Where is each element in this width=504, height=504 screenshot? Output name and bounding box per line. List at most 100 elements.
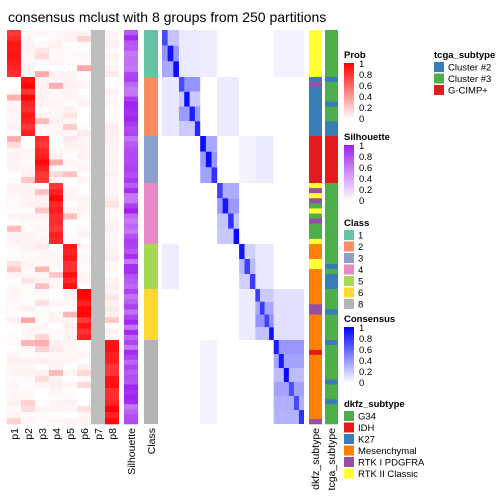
prob-cell bbox=[91, 65, 105, 72]
dkfz-subtype-cell bbox=[309, 218, 322, 224]
silhouette-cell bbox=[124, 86, 138, 93]
prob-cell bbox=[91, 255, 105, 262]
prob-cell bbox=[91, 177, 105, 184]
prob-cell bbox=[105, 106, 119, 113]
prob-cell bbox=[77, 358, 91, 365]
silhouette-cell bbox=[124, 116, 138, 122]
prob-cell bbox=[63, 272, 77, 279]
prob-cell bbox=[21, 100, 35, 107]
prob-cell bbox=[35, 106, 49, 113]
prob-cell bbox=[21, 147, 35, 154]
prob-cell bbox=[7, 207, 21, 214]
prob-cell bbox=[77, 106, 91, 113]
prob-cell bbox=[77, 289, 91, 295]
tcga-subtype-cell bbox=[325, 30, 338, 36]
prob-cell bbox=[49, 207, 63, 214]
silhouette-cell bbox=[124, 167, 138, 173]
prob-cell bbox=[49, 346, 63, 353]
prob-cell bbox=[35, 358, 49, 365]
prob-cell bbox=[7, 352, 21, 359]
prob-cell bbox=[63, 311, 77, 318]
prob-cell bbox=[7, 334, 21, 341]
prob-cell bbox=[49, 358, 63, 365]
prob-cell bbox=[91, 82, 105, 90]
prob-cell bbox=[35, 364, 49, 371]
tcga-subtype-cell bbox=[325, 167, 338, 173]
silhouette-label: Silhouette bbox=[126, 428, 138, 475]
prob-cell bbox=[63, 118, 77, 125]
prob-cell bbox=[91, 201, 105, 208]
prob-cell bbox=[49, 136, 63, 143]
tcga-subtype-legend-title: tcga_subtype bbox=[434, 50, 495, 61]
prob-cell bbox=[105, 382, 119, 389]
prob-cell bbox=[7, 225, 21, 233]
prob-cell bbox=[63, 147, 77, 154]
prob-cell bbox=[91, 219, 105, 226]
prob-cell bbox=[63, 364, 77, 371]
prob-cell bbox=[63, 100, 77, 107]
prob-cell bbox=[63, 141, 77, 149]
prob-cell bbox=[77, 244, 91, 250]
prob-cell bbox=[91, 118, 105, 125]
prob-cell bbox=[105, 418, 119, 425]
dkfz-subtype-cell bbox=[309, 238, 322, 245]
dkfz-subtype-legend-swatch bbox=[344, 422, 354, 433]
prob-cell bbox=[91, 47, 105, 54]
prob-cell bbox=[63, 266, 77, 273]
tcga-subtype-cell bbox=[325, 364, 338, 370]
class-block bbox=[144, 289, 158, 340]
dkfz-subtype-cell bbox=[309, 309, 322, 315]
prob-cell bbox=[7, 317, 21, 324]
dkfz-subtype-cell bbox=[309, 414, 322, 420]
dkfz-subtype-cell bbox=[309, 223, 322, 230]
prob-cell bbox=[49, 412, 63, 419]
prob-cell bbox=[91, 207, 105, 214]
prob-cell bbox=[63, 382, 77, 389]
prob-cell bbox=[63, 277, 77, 284]
prob-cell bbox=[35, 328, 49, 335]
silhouette-cell bbox=[124, 369, 138, 375]
tcga-subtype-cell bbox=[325, 304, 338, 310]
tcga-subtype-cell bbox=[325, 309, 338, 315]
prob-cell bbox=[35, 300, 49, 307]
prob-cell bbox=[7, 300, 21, 307]
silhouette-cell bbox=[124, 126, 138, 132]
prob-cell bbox=[63, 394, 77, 401]
consensus-offblock bbox=[239, 136, 256, 183]
prob-cell bbox=[21, 394, 35, 401]
prob-column-label: p8 bbox=[107, 428, 119, 440]
prob-cell bbox=[7, 112, 21, 119]
prob-cell bbox=[77, 77, 91, 84]
prob-cell bbox=[63, 195, 77, 202]
dkfz-subtype-legend-swatch bbox=[344, 411, 354, 421]
prob-cell bbox=[91, 249, 105, 256]
prob-cell bbox=[105, 30, 119, 37]
dkfz-subtype-cell bbox=[309, 203, 322, 209]
prob-cell bbox=[63, 41, 77, 48]
prob-cell bbox=[35, 370, 49, 377]
silhouette-cell bbox=[124, 384, 138, 390]
tcga-subtype-cell bbox=[325, 183, 338, 189]
tcga-subtype-cell bbox=[325, 193, 338, 199]
consensus-legend-tick: 0.6 bbox=[359, 345, 372, 356]
prob-column-label: p7 bbox=[93, 428, 105, 440]
prob-cell bbox=[7, 88, 21, 95]
prob-cell bbox=[77, 370, 91, 377]
dkfz-subtype-cell bbox=[309, 50, 322, 57]
tcga-subtype-cell bbox=[325, 389, 338, 395]
prob-legend-tick: 0 bbox=[359, 114, 364, 125]
prob-cell bbox=[21, 382, 35, 389]
prob-cell bbox=[77, 346, 91, 353]
prob-cell bbox=[35, 94, 49, 101]
prob-cell bbox=[105, 141, 119, 149]
consensus-legend-tick: 1 bbox=[359, 323, 364, 334]
prob-cell bbox=[91, 376, 105, 383]
prob-cell bbox=[35, 153, 49, 160]
tcga-subtype-cell bbox=[325, 172, 338, 179]
prob-cell bbox=[63, 346, 77, 353]
prob-cell bbox=[21, 65, 35, 72]
tcga-subtype-legend-label: Cluster #3 bbox=[448, 74, 491, 85]
tcga-subtype-cell bbox=[325, 203, 338, 209]
prob-cell bbox=[7, 53, 21, 60]
prob-cell bbox=[21, 231, 35, 239]
